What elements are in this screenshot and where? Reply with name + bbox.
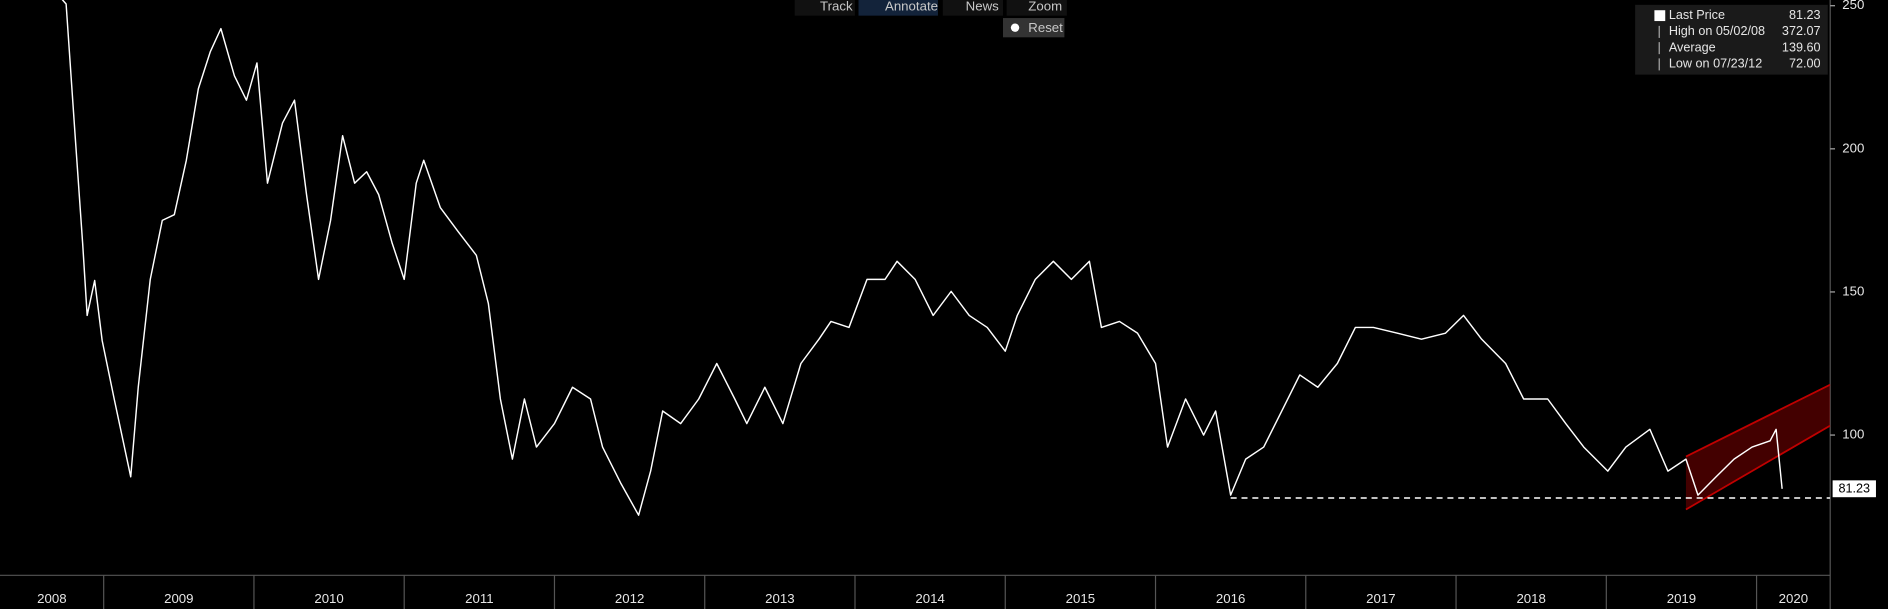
zoom-label: Zoom xyxy=(1028,0,1062,14)
legend-panel xyxy=(1635,4,1828,75)
x-tick-label: 2015 xyxy=(1066,591,1095,606)
x-tick-label: 2014 xyxy=(915,591,944,606)
reset-label: Reset xyxy=(1028,20,1063,35)
legend-value: 139.60 xyxy=(1782,40,1821,54)
annotate-button[interactable] xyxy=(858,0,938,16)
legend-label: Low on 07/23/12 xyxy=(1669,57,1762,71)
x-tick-label: 2017 xyxy=(1366,591,1395,606)
x-tick-label: 2013 xyxy=(765,591,794,606)
legend-swatch xyxy=(1654,10,1666,22)
x-tick-label: 2020 xyxy=(1779,591,1808,606)
x-tick-label: 2008 xyxy=(37,591,66,606)
y-tick-label: 200 xyxy=(1842,140,1864,155)
channel-upper xyxy=(1685,383,1831,458)
news-button[interactable] xyxy=(942,0,1003,16)
channel-lower xyxy=(1685,424,1831,511)
track-button[interactable] xyxy=(794,0,855,16)
legend-label: High on 05/02/08 xyxy=(1669,24,1765,38)
reset-button[interactable] xyxy=(1003,18,1065,38)
y-tick-label: 100 xyxy=(1842,427,1864,442)
legend-value: 81.23 xyxy=(1789,8,1821,22)
x-tick-label: 2018 xyxy=(1516,591,1545,606)
x-tick-label: 2012 xyxy=(615,591,644,606)
last-price-label: 81.23 xyxy=(1838,482,1870,496)
x-tick-label: 2011 xyxy=(465,591,493,606)
x-tick-label: 2019 xyxy=(1667,591,1696,606)
track-label: Track xyxy=(820,0,853,14)
y-tick-label: 250 xyxy=(1842,0,1864,12)
y-tick-label: 150 xyxy=(1842,283,1864,298)
zoom-button[interactable] xyxy=(1006,0,1067,16)
legend-label: Last Price xyxy=(1669,8,1725,22)
x-tick-label: 2010 xyxy=(314,591,343,606)
channel-fill xyxy=(1685,384,1831,510)
x-tick-label: 2009 xyxy=(164,591,193,606)
annotate-label: Annotate xyxy=(885,0,938,14)
legend-value: 72.00 xyxy=(1789,57,1821,71)
x-tick-label: 2016 xyxy=(1216,591,1245,606)
toolbar: Track Annotate News Zoom Reset xyxy=(794,0,1067,38)
legend-value: 372.07 xyxy=(1782,24,1821,38)
plot xyxy=(61,0,1831,516)
reset-icon xyxy=(1010,23,1020,32)
price-line xyxy=(61,0,1783,516)
news-label: News xyxy=(966,0,999,14)
legend-label: Average xyxy=(1669,40,1716,54)
last-price-tag xyxy=(1832,480,1876,498)
